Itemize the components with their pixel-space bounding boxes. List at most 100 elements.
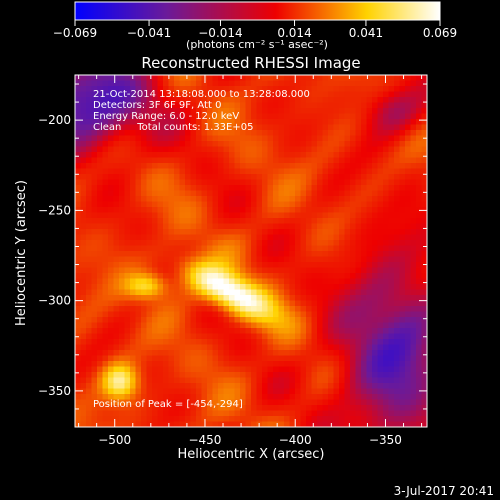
heatmap-cell	[179, 124, 186, 131]
colorbar-tick-label: 0.014	[277, 26, 311, 40]
heatmap-cell	[355, 273, 362, 279]
heatmap-cell	[339, 361, 345, 367]
heatmap-cell	[339, 212, 345, 219]
heatmap-cell	[328, 119, 334, 125]
heatmap-cell	[339, 135, 345, 142]
heatmap-cell	[135, 80, 142, 87]
heatmap-cell	[234, 75, 241, 81]
heatmap-cell	[141, 372, 147, 378]
heatmap-cell	[405, 306, 411, 312]
heatmap-cell	[102, 410, 109, 417]
heatmap-cell	[300, 295, 307, 301]
heatmap-cell	[416, 168, 422, 175]
heatmap-cell	[80, 388, 87, 395]
heatmap-cell	[388, 201, 395, 208]
heatmap-cell	[410, 97, 417, 103]
heatmap-cell	[207, 267, 213, 274]
heatmap-cell	[168, 366, 175, 373]
heatmap-cell	[421, 196, 427, 202]
heatmap-cell	[317, 91, 323, 98]
heatmap-cell	[366, 289, 373, 296]
heatmap-cell	[267, 135, 274, 142]
heatmap-cell	[146, 91, 153, 98]
heatmap-cell	[212, 273, 219, 279]
heatmap-cell	[245, 399, 252, 406]
heatmap-cell	[119, 278, 125, 285]
heatmap-cell	[97, 372, 103, 378]
heatmap-cell	[377, 273, 384, 279]
heatmap-cell	[328, 322, 334, 329]
heatmap-cell	[394, 262, 400, 268]
heatmap-cell	[350, 108, 356, 114]
heatmap-cell	[223, 146, 230, 153]
heatmap-cell	[317, 366, 323, 373]
heatmap-cell	[421, 86, 427, 92]
heatmap-cell	[124, 201, 131, 208]
heatmap-cell	[339, 372, 345, 378]
heatmap-cell	[124, 366, 131, 373]
heatmap-cell	[350, 322, 356, 329]
heatmap-cell	[141, 146, 147, 153]
heatmap-cell	[157, 185, 164, 191]
heatmap-cell	[289, 86, 296, 92]
heatmap-cell	[317, 416, 323, 422]
heatmap-cell	[190, 108, 197, 114]
heatmap-cell	[256, 278, 263, 285]
heatmap-cell	[185, 102, 191, 109]
heatmap-cell	[135, 196, 142, 202]
heatmap-cell	[86, 234, 92, 241]
heatmap-cell	[388, 372, 395, 378]
heatmap-cell	[372, 339, 378, 345]
heatmap-cell	[267, 113, 274, 120]
heatmap-cell	[207, 190, 213, 197]
heatmap-cell	[179, 361, 186, 367]
heatmap-cell	[141, 251, 147, 257]
heatmap-cell	[295, 201, 301, 208]
heatmap-cell	[273, 163, 279, 169]
heatmap-cell	[306, 229, 312, 235]
heatmap-cell	[190, 102, 197, 109]
heatmap-cell	[410, 168, 417, 175]
heatmap-cell	[80, 113, 87, 120]
heatmap-cell	[278, 168, 285, 175]
heatmap-cell	[328, 295, 334, 301]
heatmap-cell	[86, 157, 92, 164]
heatmap-cell	[146, 201, 153, 208]
heatmap-cell	[201, 295, 208, 301]
heatmap-cell	[284, 174, 290, 180]
heatmap-cell	[163, 152, 169, 158]
heatmap-cell	[361, 339, 367, 345]
heatmap-cell	[108, 240, 114, 246]
heatmap-cell	[295, 190, 301, 197]
heatmap-cell	[278, 218, 285, 224]
heatmap-cell	[135, 262, 142, 268]
heatmap-cell	[311, 256, 318, 263]
heatmap-cell	[135, 108, 142, 114]
heatmap-cell	[168, 91, 175, 98]
heatmap-cell	[102, 416, 109, 422]
heatmap-cell	[355, 278, 362, 285]
heatmap-cell	[212, 256, 219, 263]
heatmap-cell	[146, 350, 153, 356]
heatmap-cell	[86, 333, 92, 340]
heatmap-cell	[388, 163, 395, 169]
heatmap-cell	[234, 262, 241, 268]
heatmap-cell	[179, 366, 186, 373]
heatmap-cell	[146, 311, 153, 318]
heatmap-cell	[366, 350, 373, 356]
heatmap-cell	[75, 240, 81, 246]
heatmap-cell	[97, 207, 103, 213]
heatmap-cell	[97, 152, 103, 158]
heatmap-cell	[289, 383, 296, 389]
heatmap-cell	[245, 416, 252, 422]
heatmap-cell	[256, 273, 263, 279]
heatmap-cell	[207, 163, 213, 169]
heatmap-cell	[185, 256, 191, 263]
heatmap-cell	[75, 174, 81, 180]
heatmap-cell	[361, 278, 367, 285]
heatmap-cell	[306, 113, 312, 120]
heatmap-cell	[91, 240, 98, 246]
heatmap-cell	[399, 119, 406, 125]
heatmap-cell	[416, 289, 422, 296]
heatmap-cell	[201, 212, 208, 219]
